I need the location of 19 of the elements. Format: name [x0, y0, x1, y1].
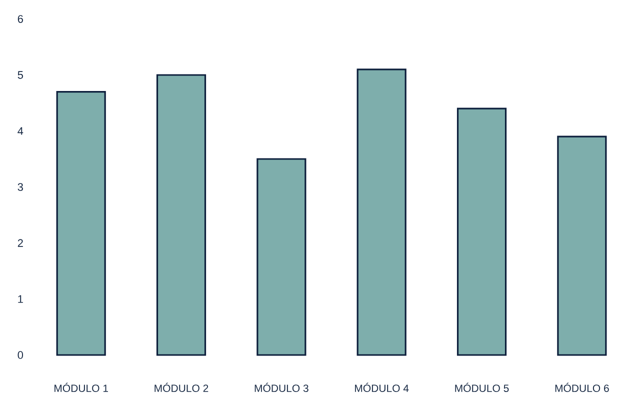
y-tick-label: 5 — [18, 71, 23, 79]
x-tick-label: MÓDULO 2 — [154, 382, 208, 392]
x-tick-label: MÓDULO 3 — [254, 382, 308, 392]
bar — [256, 158, 306, 356]
y-tick-label: 3 — [18, 183, 23, 191]
x-tick-label: MÓDULO 6 — [555, 382, 609, 392]
x-tick-label: MÓDULO 1 — [54, 382, 108, 392]
y-tick-label: 0 — [18, 351, 24, 359]
bar — [356, 68, 406, 356]
bar — [557, 136, 607, 356]
y-tick-label: 4 — [18, 127, 24, 135]
bar — [456, 108, 507, 356]
bar — [56, 90, 106, 356]
y-tick-label: 6 — [18, 15, 23, 23]
bar — [156, 74, 206, 356]
y-tick-label: 2 — [18, 239, 23, 247]
x-tick-label: MÓDULO 4 — [355, 382, 409, 392]
y-tick-label: 1 — [18, 295, 23, 303]
x-tick-label: MÓDULO 5 — [455, 382, 509, 392]
